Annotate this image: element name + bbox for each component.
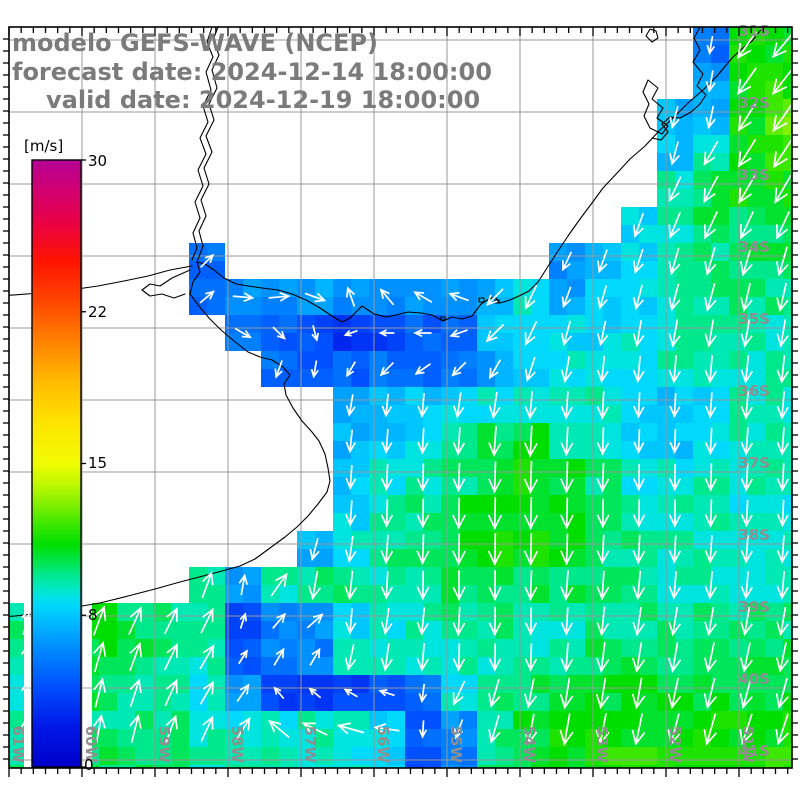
colorbar-tick-22: 22: [88, 303, 107, 321]
lat-label-39S: 39S: [738, 598, 770, 616]
map-frame: [3, 26, 798, 777]
small-lagoon: [645, 28, 659, 43]
title-block: modelo GEFS-WAVE (NCEP) forecast date: 2…: [12, 29, 492, 114]
coastline-main-south: [9, 261, 331, 617]
colorbar-tick-15: 15: [88, 454, 107, 472]
lon-label-55W: 55W: [447, 726, 465, 764]
model-title: modelo GEFS-WAVE (NCEP): [12, 29, 378, 57]
lon-label-56W: 56W: [374, 726, 392, 764]
lat-label-33S: 33S: [738, 166, 770, 184]
graticule-grid: [9, 27, 792, 768]
coastline-main-north: [196, 27, 764, 323]
colorbar-tick-0: 0: [84, 756, 94, 774]
lon-label-57W: 57W: [301, 726, 319, 764]
forecast-date: forecast date: 2024-12-14 18:00:00: [12, 58, 492, 86]
parana-delta: [141, 269, 191, 299]
lon-label-61W: 61W: [9, 726, 27, 764]
lat-label-31S: 31S: [738, 22, 770, 40]
lon-label-52W: 52W: [666, 726, 684, 764]
map-border: [8, 26, 793, 769]
wave-speed-cells: [9, 27, 792, 768]
graticule-labels: 31S 32S 33S 34S 35S 36S 37S 38S 39S 40S 41S 61W 60W 5…: [9, 22, 770, 763]
lat-label-37S: 37S: [738, 454, 770, 472]
lon-label-54W: 54W: [520, 726, 538, 764]
lat-label-32S: 32S: [738, 94, 770, 112]
uruguay-river-bank-west: [191, 27, 214, 261]
lat-label-38S: 38S: [738, 526, 770, 544]
lat-label-36S: 36S: [738, 382, 770, 400]
wave-direction-arrows: [21, 31, 792, 746]
axis-ticks: [3, 27, 798, 777]
colorbar-units-label: [m/s]: [24, 137, 63, 155]
colorbar: [m/s] 30 22 15 8 0: [24, 137, 107, 774]
uruguay-river-bank-east: [196, 27, 220, 263]
lat-label-41S: 41S: [738, 742, 770, 760]
colorbar-tick-30: 30: [88, 152, 107, 170]
lon-label-53W: 53W: [593, 726, 611, 764]
lat-label-35S: 35S: [738, 310, 770, 328]
lat-label-40S: 40S: [738, 670, 770, 688]
coastline: [9, 27, 764, 617]
colorbar-gradient-bar: [31, 159, 82, 768]
lon-label-60W: 60W: [82, 726, 100, 764]
colorbar-ticks: [81, 159, 86, 768]
valid-date: valid date: 2024-12-19 18:00:00: [46, 86, 480, 114]
lon-label-51W: 51W: [739, 726, 757, 764]
lon-label-59W: 59W: [155, 726, 173, 764]
lon-label-58W: 58W: [228, 726, 246, 764]
colorbar-tick-8: 8: [88, 606, 98, 624]
lat-label-34S: 34S: [738, 238, 770, 256]
lagoa-mirim-shore: [642, 79, 669, 135]
